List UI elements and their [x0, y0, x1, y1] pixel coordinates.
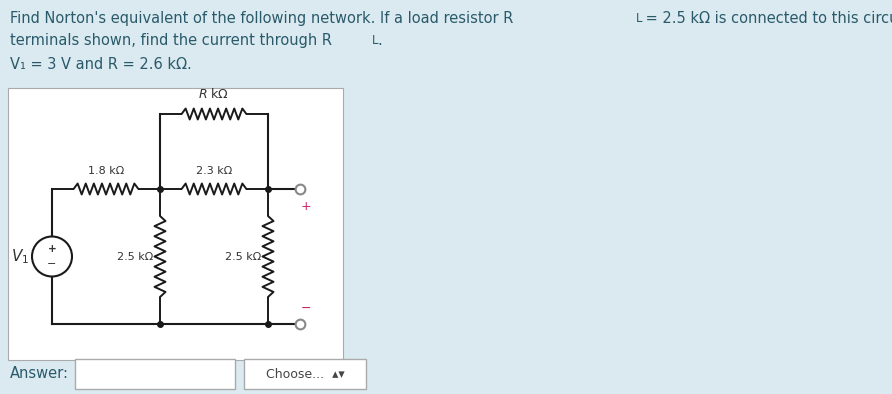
Text: $R$ kΩ: $R$ kΩ [199, 87, 229, 101]
Text: $V_1$: $V_1$ [11, 247, 29, 266]
Bar [75, 359, 235, 389]
Text: 2.5 kΩ: 2.5 kΩ [117, 251, 153, 262]
Text: 1.8 kΩ: 1.8 kΩ [88, 166, 124, 176]
Text: −: − [301, 301, 311, 314]
Text: −: − [47, 258, 57, 268]
Text: = 2.5 kΩ is connected to this circuit at the: = 2.5 kΩ is connected to this circuit at… [641, 11, 892, 26]
Text: +: + [47, 245, 56, 255]
Text: terminals shown, find the current through R: terminals shown, find the current throug… [10, 33, 332, 48]
Text: Answer:: Answer: [10, 366, 69, 381]
Text: +: + [301, 201, 311, 214]
Text: 2.3 kΩ: 2.3 kΩ [196, 166, 232, 176]
Text: Choose...  ▴▾: Choose... ▴▾ [266, 368, 344, 381]
Circle shape [32, 236, 72, 277]
Text: L: L [372, 35, 378, 48]
Text: 2.5 kΩ: 2.5 kΩ [225, 251, 261, 262]
Bar [8, 88, 343, 360]
Text: .: . [377, 33, 383, 48]
Text: V₁ = 3 V and R = 2.6 kΩ.: V₁ = 3 V and R = 2.6 kΩ. [10, 57, 192, 72]
Text: L: L [635, 13, 642, 26]
Text: Find Norton's equivalent of the following network. If a load resistor R: Find Norton's equivalent of the followin… [10, 11, 514, 26]
Bar [244, 359, 366, 389]
